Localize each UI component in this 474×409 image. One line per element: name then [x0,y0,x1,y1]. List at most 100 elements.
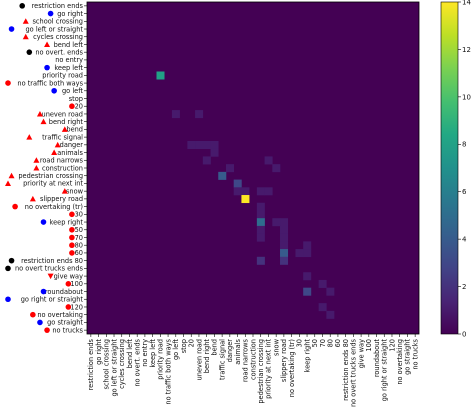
marker-circle-icon [8,26,15,32]
x-tick-label: bend [211,339,219,356]
marker-triangle-icon [26,134,33,140]
y-tick-label: no overtaking (tr) [25,203,83,211]
x-tick-label: 50 [311,339,319,347]
colorbar-tick-label: 12 [462,46,471,54]
marker-triangle-icon [22,33,29,40]
x-tick-label: no overt trucks ends [350,338,358,407]
marker-circle-icon [69,234,75,241]
y-tick-label: traffic signal [42,133,83,141]
y-tick-label: keep left [54,64,83,72]
marker-circle-icon [69,103,75,110]
x-tick-label: 30 [296,339,304,347]
heatmap-background [87,2,419,334]
marker-circle-icon [12,203,18,210]
heatmap-cell [303,249,312,258]
marker-circle-icon [44,327,50,333]
marker-down-triangle-icon [47,273,54,280]
heatmap-cell [264,156,273,165]
heatmap-cell [303,272,312,281]
x-tick-label: restriction ends 80 [342,339,350,401]
marker-triangle-icon [51,149,58,156]
marker-circle-icon [19,3,26,9]
heatmap-cell [256,256,265,265]
y-tick-label: cycles crossing [33,33,83,41]
marker-circle-icon [5,296,11,303]
heatmap-cell [326,287,335,296]
heatmap-cell [256,218,265,227]
colorbar-tick-label: 4 [462,236,467,244]
colorbar-tick-label: 0 [462,330,466,338]
heatmap-cell [295,249,304,258]
heatmap-cell [256,202,265,211]
heatmap-cell [272,164,281,173]
x-tick-label: no overtaking [396,339,404,385]
x-tick-label: give way [357,339,365,369]
marker-circle-icon [5,265,11,272]
heatmap-cell [280,225,289,234]
y-tick-label: 30 [75,211,83,219]
colorbar-tick-label: 6 [462,188,467,196]
x-tick-label: no traffic both ways [164,338,172,404]
marker-circle-icon [40,288,47,295]
colorbar-tick-label: 8 [462,141,466,149]
x-tick-label: roundabout [373,339,381,378]
heatmap-cell [210,148,219,157]
x-tick-label: go straight [404,339,412,375]
marker-triangle-icon [54,141,61,148]
y-tick-label: 80 [75,242,83,250]
colorbar-gradient [440,1,459,335]
marker-circle-icon [30,311,36,318]
x-tick-label: snow [272,338,280,356]
x-tick-label: 20 [188,339,196,347]
y-tick-label: go left or straight [26,25,84,33]
heatmap-cell [256,225,265,234]
y-tick-label: no overtaking [37,311,83,319]
x-tick-label: traffic signal [218,339,226,380]
x-tick-label: keep left [149,339,157,368]
heatmap-cell [233,179,242,188]
heatmap-cell [195,110,204,119]
marker-triangle-icon [61,188,68,194]
colorbar-tick-label: 2 [462,283,466,291]
y-tick-label: bend [66,126,83,134]
heatmap-cell [280,256,289,265]
x-tick-label: danger [226,339,234,363]
x-tick-label: priority at next int [265,339,273,399]
y-tick-label: go straight [47,319,83,327]
x-tick-label: no trucks [411,338,419,369]
x-tick-label: go left [172,339,180,360]
marker-triangle-icon [33,157,40,163]
heatmap-cell [202,140,211,149]
x-tick-label: go right or straight [381,339,389,402]
heatmap-cell [264,187,273,196]
y-tick-label: construction [42,164,83,172]
x-tick-label: 70 [319,339,327,347]
marker-triangle-icon [33,165,40,171]
y-tick-label: no trucks [52,326,83,334]
y-tick-label: 20 [75,103,83,111]
marker-circle-icon [69,211,75,218]
x-axis: restriction ends go right school crossing g… [87,334,419,407]
x-tick-label: 120 [388,339,396,352]
heatmap-cell [318,279,327,288]
x-tick-label: cycles crossing [118,339,126,389]
x-tick-label: stop [180,339,188,353]
heatmap-cell [225,164,234,173]
heatmap-cell [241,195,250,204]
x-tick-label: school crossing [103,339,111,390]
y-tick-label: 70 [75,234,83,242]
heatmap-cell [202,156,211,165]
y-tick-label: 100 [70,280,83,288]
x-tick-label: slippery road [280,339,288,382]
colorbar-tick-label: 10 [462,93,471,101]
y-tick-label: school crossing [32,18,83,26]
y-tick-label: no overt trucks ends [15,265,84,273]
heatmap-cell [318,303,327,312]
x-tick-label: priority road [157,339,165,380]
x-tick-label: no overt. ends [133,338,141,386]
x-tick-label: no overtaking (tr) [288,339,296,397]
x-tick-label: bend right [203,339,211,374]
y-tick-label: 50 [75,226,83,234]
marker-circle-icon [40,219,47,225]
